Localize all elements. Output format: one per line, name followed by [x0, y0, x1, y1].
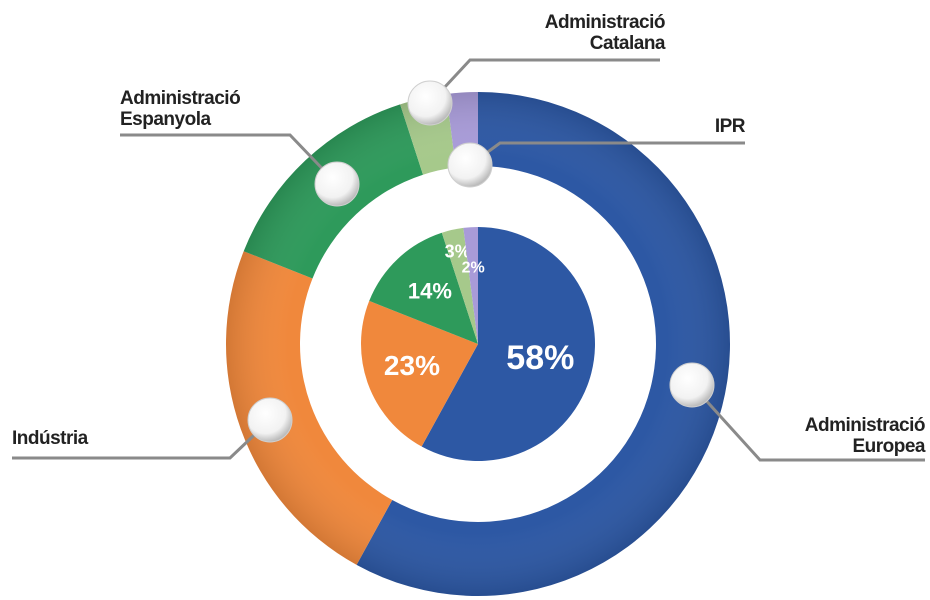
leader-line: [120, 133, 339, 186]
callout-knob: [247, 397, 293, 443]
callout-knob: [407, 80, 453, 126]
category-label: Administració Europea: [804, 415, 926, 457]
callout-knob: [314, 161, 360, 207]
callout-knob: [669, 362, 715, 408]
callout-knob: [447, 142, 493, 188]
ring-shade: [226, 92, 730, 596]
category-label: Indústria: [12, 428, 88, 449]
leader-line: [690, 383, 925, 462]
category-label: IPR: [714, 116, 746, 137]
category-label: Administració Espanyola: [120, 88, 241, 130]
category-label: Administració Catalana: [544, 12, 666, 54]
